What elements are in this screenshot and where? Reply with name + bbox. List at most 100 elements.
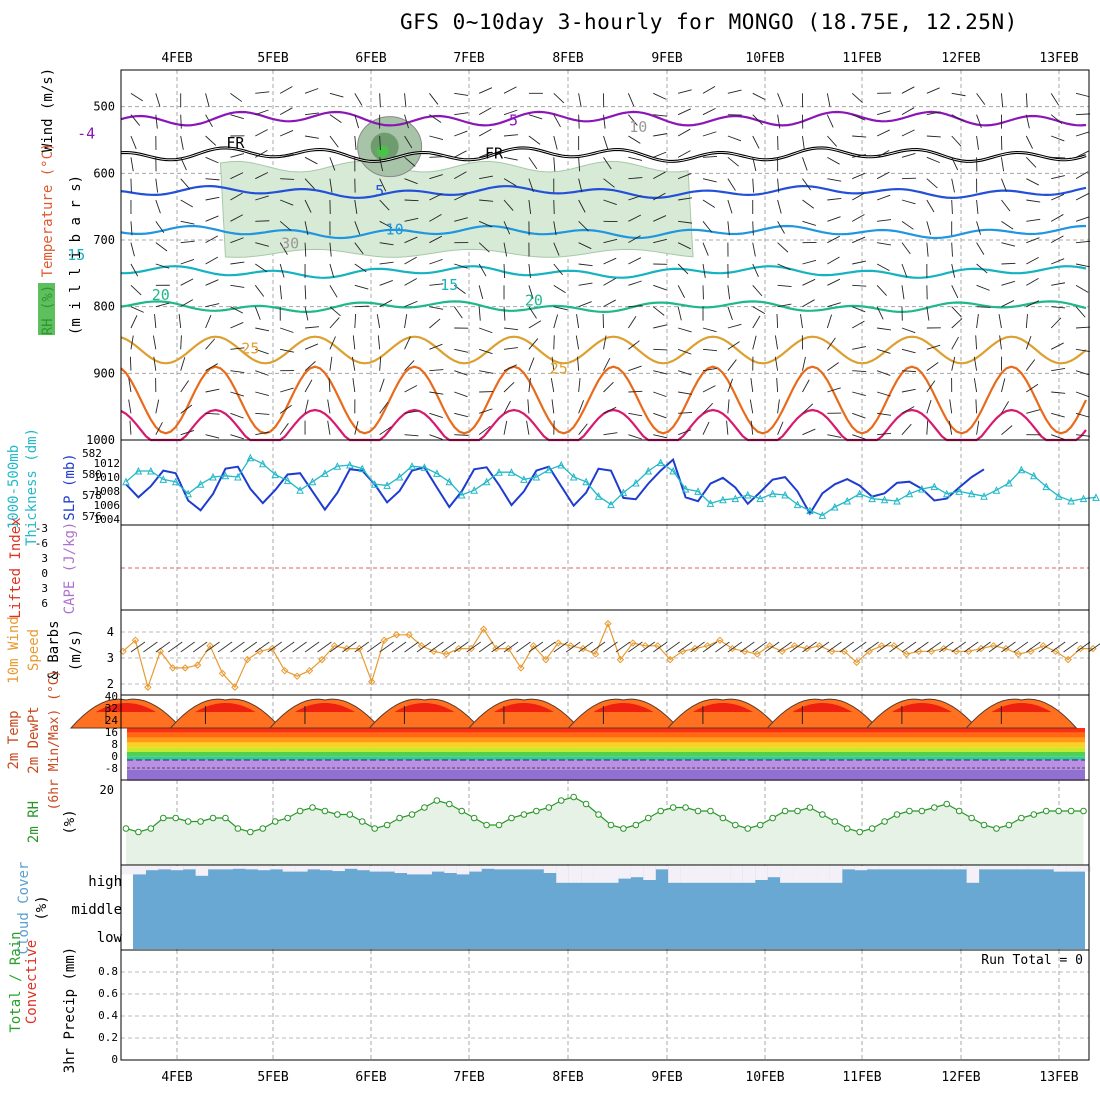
wind-speed-marker [803, 644, 811, 653]
wind-barb [877, 219, 892, 222]
wind-barb [404, 360, 415, 371]
wind-speed-marker [790, 642, 799, 650]
rh2m-marker [881, 818, 888, 825]
thickness-marker [234, 472, 242, 481]
wind-barb [901, 220, 914, 230]
cloud-high-gap [158, 866, 171, 870]
wind-barb [304, 399, 309, 414]
wind-barb [603, 157, 612, 170]
wind-barb [429, 306, 444, 310]
wind-barb [852, 135, 867, 138]
surface-wind-barb [491, 641, 506, 653]
thickness-marker [346, 460, 354, 469]
wind-barb [603, 199, 617, 205]
wind-barb [1075, 92, 1090, 98]
wind-barb [404, 300, 418, 308]
wind-barb [329, 356, 333, 371]
rh2m-marker [271, 818, 279, 825]
wind-speed-marker [529, 642, 538, 650]
wind-barb [429, 114, 442, 123]
surface-wind-barb [1088, 643, 1100, 653]
daily-temp-hump [666, 698, 779, 729]
wind-barb [404, 217, 419, 222]
wind-barb [553, 93, 565, 104]
wind-barb [752, 135, 760, 149]
wind-barb [777, 114, 781, 129]
wind-barb [205, 93, 210, 107]
wind-barb [429, 156, 444, 158]
wind-barb [503, 364, 517, 372]
cloud-high-gap [854, 866, 868, 871]
wind-speed-marker [293, 672, 301, 680]
wind-barb [553, 114, 561, 128]
rh2m-marker [122, 825, 130, 832]
wind-barb [876, 129, 890, 137]
thickness-marker [632, 478, 640, 487]
wind-barb [155, 114, 158, 129]
x-tick-label-bottom: 4FEB [161, 1070, 192, 1085]
wind-barb [230, 434, 244, 440]
wind-barb [180, 240, 195, 244]
surface-wind-barb [963, 641, 979, 653]
wind-barb [304, 361, 316, 372]
wind-speed-marker [616, 655, 625, 664]
wind-barb [454, 193, 468, 201]
wind-barb [727, 89, 742, 94]
wind-barb [702, 131, 717, 137]
wind-barb [279, 220, 292, 231]
wind-barb [678, 391, 693, 395]
wind-barb [702, 402, 714, 414]
rh2m-marker [396, 814, 403, 822]
wind-barb [327, 399, 331, 414]
daily-temp-peak [493, 703, 554, 712]
wind-speed-marker [355, 644, 363, 653]
wind-barb [1001, 300, 1015, 308]
wind-barb [180, 404, 193, 414]
wind-tick-label: 2 [107, 677, 114, 691]
cloud-high-gap [394, 866, 408, 873]
surface-wind-barb [429, 641, 444, 653]
rh2m-marker [893, 811, 901, 818]
wind-barb [404, 256, 417, 265]
wind-barb [329, 317, 340, 329]
thickness-marker [1092, 493, 1100, 501]
wind-barb [677, 285, 685, 298]
wind-barb [852, 236, 866, 244]
wind-barb [777, 199, 782, 214]
wind-barb [727, 323, 742, 329]
cloud-high-gap [295, 866, 308, 872]
wind-barb [304, 112, 319, 116]
wind-barb [205, 135, 217, 146]
wind-barb [802, 220, 817, 226]
wind-barb [1026, 300, 1040, 308]
wind-speed-marker [181, 664, 189, 672]
rh2m-marker [644, 814, 652, 822]
wind-barb [901, 423, 912, 435]
wind-speed-marker [455, 644, 463, 653]
panel-frame-precip [120, 949, 1090, 1061]
wind-barb [404, 178, 418, 185]
wind-speed-marker [902, 650, 911, 658]
wind-barb [351, 356, 356, 371]
cloud-high-gap [879, 866, 893, 870]
x-tick-label-bottom: 6FEB [355, 1070, 386, 1085]
wind-barb [155, 242, 168, 252]
wind-speed-line [122, 622, 1093, 690]
wind-barb [1050, 342, 1064, 350]
wind-barb [205, 388, 220, 393]
temperature-color-band [127, 737, 1085, 743]
wind-barb [973, 356, 978, 371]
rh2m-marker [806, 804, 814, 811]
rh2m-marker [906, 807, 913, 815]
wind-barb [1051, 156, 1066, 159]
wind-barb [1001, 220, 1014, 230]
contour-label: 5 [375, 182, 384, 200]
rh2m-marker [868, 825, 876, 832]
wind-barb [677, 306, 682, 321]
wind-barb [280, 178, 295, 180]
wind-barb [255, 327, 270, 332]
wind-barb [429, 93, 439, 105]
wind-barb [976, 306, 991, 308]
surface-wind-barb [827, 641, 842, 653]
wind-speed-marker [206, 642, 214, 650]
